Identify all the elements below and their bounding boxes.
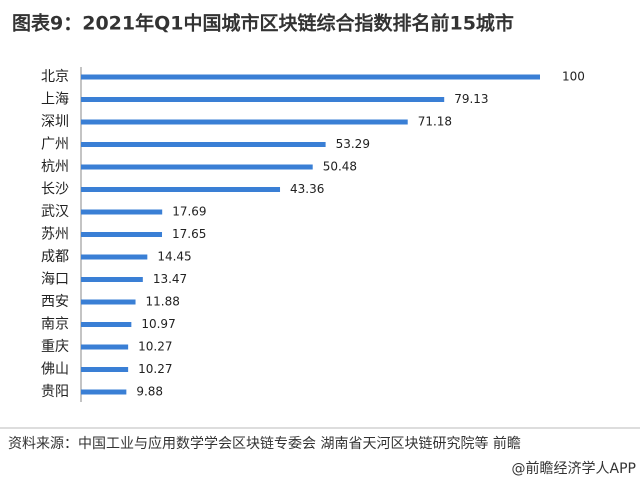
bar	[81, 142, 326, 147]
bar	[81, 322, 132, 327]
y-tick-label: 长沙	[41, 182, 69, 198]
value-label: 10.27	[138, 362, 172, 376]
value-label: 11.88	[146, 295, 180, 309]
chart-title: 图表9：2021年Q1中国城市区块链综合指数排名前15城市	[12, 12, 514, 35]
bar	[81, 187, 281, 192]
y-tick-label: 佛山	[41, 362, 69, 378]
bar	[81, 344, 129, 350]
value-label: 17.65	[172, 227, 206, 241]
value-label: 13.47	[153, 272, 187, 286]
bar	[81, 254, 148, 260]
value-label: 71.18	[418, 115, 452, 129]
value-label: 100	[562, 70, 585, 84]
value-label: 79.13	[454, 92, 488, 106]
source: 资料来源：中国工业与应用数学学会区块链专委会 湖南省天河区块链研究院等 前瞻	[8, 435, 521, 452]
y-tick-label: 广州	[41, 137, 69, 153]
bar	[81, 164, 313, 170]
y-tick-label: 海口	[41, 272, 69, 288]
value-label: 9.88	[136, 385, 163, 399]
value-label: 43.36	[290, 182, 324, 196]
y-tick-label: 杭州	[41, 159, 69, 175]
y-tick-label: 西安	[41, 294, 69, 310]
y-tick-label: 贵阳	[41, 384, 69, 400]
value-label: 10.97	[141, 317, 175, 331]
bar	[81, 97, 445, 102]
y-tick-label: 南京	[41, 317, 69, 333]
y-tick-label: 重庆	[41, 339, 69, 355]
value-label: 10.27	[138, 340, 172, 354]
bar	[81, 232, 163, 237]
bar	[81, 299, 136, 305]
bar	[81, 209, 163, 215]
value-label: 17.69	[172, 205, 206, 219]
y-tick-label: 上海	[41, 92, 69, 108]
bar	[81, 74, 540, 80]
y-tick-label: 武汉	[41, 204, 69, 220]
credit: @前瞻经济学人APP	[512, 460, 636, 477]
value-label: 14.45	[157, 250, 191, 264]
bar	[81, 367, 129, 372]
bar	[81, 389, 127, 395]
y-tick-label: 苏州	[41, 227, 69, 243]
bar	[81, 119, 408, 125]
bar	[81, 277, 143, 282]
y-tick-label: 成都	[41, 249, 69, 265]
value-label: 53.29	[336, 137, 370, 151]
value-label: 50.48	[323, 160, 357, 174]
y-tick-label: 深圳	[41, 114, 69, 130]
y-tick-label: 北京	[41, 69, 69, 85]
